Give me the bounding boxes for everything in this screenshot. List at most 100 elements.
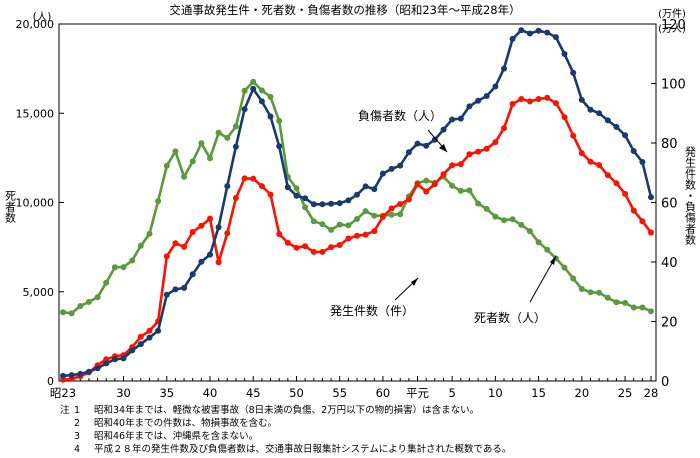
data-point-accidents: [137, 333, 144, 340]
data-point-accidents: [319, 248, 326, 255]
data-point-deaths: [613, 299, 620, 306]
data-point-injured: [501, 65, 507, 72]
data-point-accidents: [267, 191, 274, 198]
data-point-accidents: [423, 188, 430, 195]
data-point-deaths: [293, 185, 300, 192]
data-point-deaths: [397, 211, 404, 218]
data-point-deaths: [475, 200, 482, 207]
data-point-accidents: [639, 218, 646, 225]
series-accidents: [60, 94, 654, 383]
left-tick-label: 5,000: [23, 286, 55, 299]
right-axis-unit-1: (万件): [658, 8, 686, 20]
data-point-deaths: [362, 208, 369, 215]
data-point-injured: [552, 34, 559, 41]
data-point-accidents: [518, 96, 525, 102]
data-point-deaths: [302, 204, 309, 211]
data-point-accidents: [276, 231, 283, 237]
data-point-deaths: [267, 93, 274, 100]
data-point-injured: [362, 183, 369, 190]
data-point-accidents: [371, 228, 378, 235]
data-point-deaths: [578, 286, 585, 292]
data-point-injured: [345, 197, 352, 204]
data-point-deaths: [241, 87, 248, 94]
data-point-accidents: [310, 248, 317, 255]
data-point-injured: [129, 347, 136, 354]
data-point-injured: [284, 184, 291, 191]
annotation-injured: 負傷者数（人）: [358, 108, 442, 123]
data-point-injured: [561, 51, 568, 57]
data-point-deaths: [181, 173, 188, 180]
data-point-deaths: [535, 239, 542, 246]
data-point-accidents: [449, 162, 456, 169]
data-point-injured: [215, 224, 222, 231]
data-point-accidents: [207, 215, 213, 222]
note-4: 4 平成２８年の発生件数及び負傷者数は、交通事故日報集計システムにより集計された…: [60, 443, 511, 456]
data-point-injured: [189, 271, 196, 278]
data-point-injured: [293, 192, 300, 199]
data-point-injured: [475, 97, 482, 104]
x-tick-label: 35: [159, 386, 174, 400]
data-point-accidents: [345, 235, 352, 242]
data-point-accidents: [457, 161, 464, 168]
note-number: 4: [74, 444, 81, 455]
data-point-injured: [60, 372, 66, 379]
data-point-injured: [405, 149, 412, 156]
data-point-deaths: [85, 298, 92, 305]
data-point-injured: [103, 360, 110, 367]
data-point-deaths: [120, 264, 127, 271]
data-point-injured: [587, 106, 594, 113]
note-text: 昭和40年までの件数は、物損事故を含む。: [94, 418, 278, 429]
data-point-injured: [146, 334, 153, 341]
data-point-deaths: [77, 303, 84, 309]
data-point-deaths: [68, 310, 75, 317]
data-point-accidents: [587, 158, 594, 165]
data-point-deaths: [224, 134, 231, 141]
data-point-deaths: [336, 221, 343, 228]
data-point-accidents: [284, 239, 291, 246]
right-axis-title: 発生件数・負傷者数: [684, 145, 697, 246]
data-point-accidents: [224, 230, 231, 237]
right-tick-label: 20: [661, 316, 678, 331]
left-tick-label: 10,000: [16, 197, 55, 210]
data-point-injured: [250, 85, 257, 92]
right-tick-label: 60: [661, 197, 678, 212]
data-point-deaths: [544, 246, 551, 253]
left-tick-label: 15,000: [16, 107, 55, 120]
data-point-injured: [354, 191, 360, 198]
data-point-injured: [622, 132, 629, 139]
data-point-deaths: [509, 216, 516, 223]
data-point-accidents: [302, 243, 309, 250]
data-point-deaths: [250, 78, 257, 85]
data-point-accidents: [466, 151, 473, 158]
data-point-deaths: [198, 140, 205, 147]
note-number: 1: [74, 405, 81, 416]
data-point-injured: [224, 183, 231, 190]
data-point-accidents: [189, 229, 196, 235]
data-point-accidents: [250, 175, 257, 182]
data-point-injured: [639, 159, 646, 165]
data-point-accidents: [181, 243, 188, 250]
data-point-deaths: [639, 304, 646, 311]
data-point-injured: [241, 106, 248, 113]
data-point-deaths: [258, 87, 265, 94]
data-point-deaths: [518, 221, 525, 228]
note-prefix: 注: [60, 405, 70, 416]
data-point-deaths: [501, 217, 507, 224]
x-tick-label: 45: [246, 386, 261, 400]
data-point-deaths: [345, 222, 352, 229]
data-point-deaths: [129, 257, 136, 264]
data-point-deaths: [207, 155, 213, 162]
data-point-deaths: [648, 308, 654, 315]
data-point-accidents: [578, 150, 585, 157]
data-point-deaths: [604, 294, 611, 301]
data-point-injured: [336, 200, 343, 207]
data-point-injured: [414, 140, 421, 147]
data-point-injured: [181, 284, 188, 291]
data-point-injured: [319, 201, 326, 208]
data-point-injured: [431, 136, 438, 143]
data-point-deaths: [232, 123, 239, 130]
data-point-injured: [371, 186, 378, 193]
data-point-accidents: [613, 180, 620, 187]
data-point-injured: [68, 372, 75, 379]
data-point-accidents: [414, 181, 421, 188]
